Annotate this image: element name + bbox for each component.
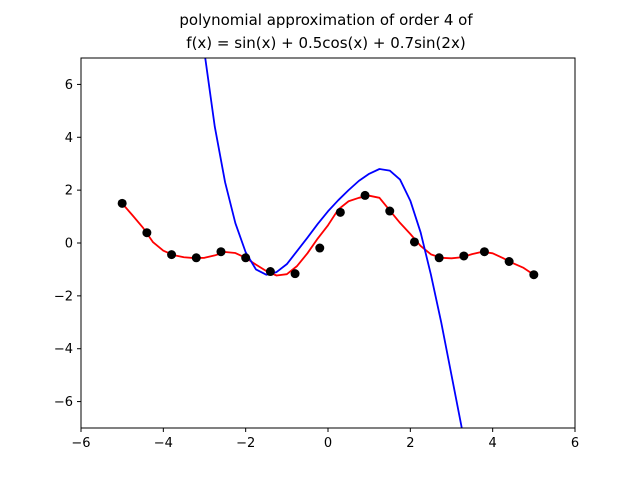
plot-frame xyxy=(80,57,576,429)
sample-point xyxy=(117,198,127,208)
y-tick-label: 4 xyxy=(65,131,73,146)
y-axis-ticks: 6 4 2 0 −2 −4 −6 xyxy=(54,78,81,410)
sample-point xyxy=(216,247,226,257)
sample-point xyxy=(167,250,177,260)
y-tick-label: 0 xyxy=(65,237,73,252)
sample-point xyxy=(290,269,300,279)
sample-point xyxy=(504,257,514,266)
sample-point xyxy=(265,267,275,277)
chart-title-line-2: f(x) = sin(x) + 0.5cos(x) + 0.7sin(2x) xyxy=(186,34,465,52)
sample-point xyxy=(360,190,370,200)
sample-point xyxy=(142,228,152,238)
x-tick-label: 4 xyxy=(489,436,497,451)
x-tick-label: −4 xyxy=(154,436,173,451)
sample-point xyxy=(409,237,419,247)
sample-point xyxy=(434,253,444,263)
sample-point xyxy=(385,206,395,216)
x-tick-label: 0 xyxy=(324,436,332,451)
x-tick-label: 2 xyxy=(406,436,414,451)
chart-title-line-1: polynomial approximation of order 4 of xyxy=(179,11,473,29)
sample-point xyxy=(241,253,251,263)
y-tick-label: −2 xyxy=(54,289,73,304)
sample-point xyxy=(479,247,489,257)
x-tick-label: −6 xyxy=(71,436,90,451)
plot-content xyxy=(117,58,539,428)
sample-point xyxy=(459,251,469,261)
sample-point xyxy=(315,243,325,253)
sample-point xyxy=(529,270,539,280)
y-tick-label: −4 xyxy=(54,342,73,357)
x-axis-ticks: −6 −4 −2 0 2 4 6 xyxy=(71,428,579,451)
y-tick-label: 6 xyxy=(65,78,73,93)
y-tick-label: 2 xyxy=(65,184,73,199)
x-tick-label: 6 xyxy=(571,436,579,451)
sample-point xyxy=(191,253,201,263)
sample-point xyxy=(335,207,345,217)
x-tick-label: −2 xyxy=(236,436,255,451)
y-tick-label: −6 xyxy=(54,395,73,410)
